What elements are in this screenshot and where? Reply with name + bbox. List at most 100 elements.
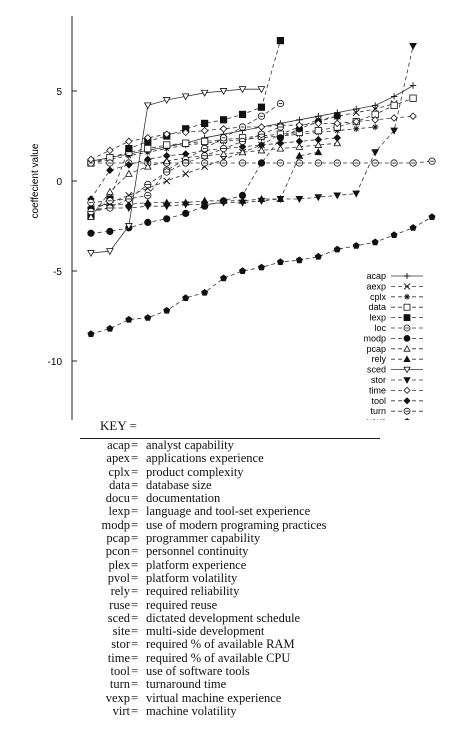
legend-marker	[403, 334, 411, 342]
key-definition: turnaround time	[146, 677, 227, 692]
data-point-sced	[143, 102, 152, 110]
data-point-vexp	[295, 256, 303, 264]
data-point-tool	[314, 135, 323, 144]
series-line-lexp	[90, 40, 281, 216]
data-point-modp	[257, 159, 266, 167]
legend-label: time	[369, 385, 386, 395]
key-abbr: stor	[111, 637, 130, 652]
key-abbr: pvol	[107, 570, 130, 585]
series-line-tool	[90, 137, 338, 200]
data-point-time	[219, 125, 228, 133]
series-line-modp	[90, 115, 338, 234]
data-point-tool	[106, 166, 114, 174]
key-entry-rely: rely = required reliability	[0, 584, 473, 599]
data-point-stor	[352, 190, 361, 198]
data-point-turn	[276, 100, 285, 108]
legend-entry-loc: loc	[374, 323, 423, 333]
data-point-pcap	[124, 169, 133, 177]
data-point-stor	[181, 201, 190, 209]
key-equals: =	[131, 610, 139, 625]
data-point-pcap	[143, 162, 152, 170]
data-point-aexp	[163, 177, 171, 185]
data-point-loc	[390, 159, 398, 167]
legend-label: rely	[371, 354, 386, 364]
key-title: KEY =	[100, 418, 137, 433]
data-point-loc	[201, 159, 209, 167]
series-tool	[87, 134, 342, 203]
data-point-vexp	[87, 330, 95, 337]
key-abbr: pcap	[106, 531, 130, 546]
key-entry-stor: stor = required % of available RAM	[0, 637, 473, 652]
key-abbr: ruse	[109, 597, 130, 612]
key-entry-sced: sced = dictated development schedule	[0, 610, 473, 625]
key-entry-pcon: pcon = personnel continuity	[0, 544, 473, 559]
legend-entry-turn: turn	[370, 406, 423, 416]
data-point-loc	[276, 159, 285, 167]
data-point-pcap	[238, 148, 247, 156]
key-entry-pcap: pcap = programmer capability	[0, 531, 473, 546]
key-equals: =	[131, 597, 139, 612]
data-point-modp	[106, 227, 114, 235]
data-point-vexp	[333, 245, 341, 253]
data-point-loc	[371, 159, 379, 167]
series-vexp	[87, 213, 436, 337]
series-line-turn	[90, 103, 281, 203]
legend-marker	[403, 366, 411, 374]
data-point-data	[390, 101, 398, 109]
legend-entry-sced: sced	[367, 365, 423, 375]
data-point-modp	[163, 215, 171, 223]
data-point-virt	[257, 130, 266, 138]
data-point-loc	[409, 159, 417, 167]
data-point-sced	[238, 86, 247, 94]
key-abbr: tool	[110, 664, 130, 679]
data-point-sced	[257, 86, 266, 94]
legend-label: lexp	[369, 313, 386, 323]
key-abbr: pcon	[105, 544, 130, 559]
data-point-stor	[257, 197, 266, 205]
key-definition: product complexity	[146, 464, 244, 479]
key-abbr: acap	[107, 438, 130, 452]
legend-marker	[403, 386, 411, 394]
data-point-pcap	[276, 144, 285, 152]
key-divider	[80, 438, 380, 439]
data-point-data	[182, 139, 190, 147]
data-point-time	[409, 112, 417, 120]
legend-marker	[403, 283, 411, 290]
legend-label: pcap	[366, 344, 386, 354]
key-abbr: plex	[108, 557, 130, 572]
data-point-vexp	[409, 224, 417, 231]
data-point-sced	[124, 223, 133, 231]
legend-marker	[403, 397, 411, 405]
key-abbr: vexp	[105, 690, 130, 705]
key-definition: platform volatility	[146, 570, 238, 585]
data-point-stor	[162, 203, 171, 211]
data-point-stor	[219, 199, 228, 207]
data-point-tool	[295, 137, 304, 146]
data-point-vexp	[390, 231, 398, 238]
data-point-sced	[200, 89, 209, 97]
data-point-modp	[182, 209, 190, 217]
data-point-turn	[144, 191, 152, 199]
key-equals: =	[131, 584, 139, 599]
legend-label: turn	[370, 406, 386, 416]
key-equals: =	[131, 557, 139, 572]
data-point-rely	[314, 148, 323, 156]
series-virt	[87, 123, 285, 216]
data-point-turn	[238, 123, 247, 131]
y-tick-label: -5	[53, 267, 62, 278]
key-abbr: site	[112, 624, 130, 639]
key-definition: required reliability	[146, 584, 240, 599]
legend-marker	[404, 273, 410, 279]
data-point-vexp	[163, 306, 171, 314]
y-tick-label: 5	[56, 87, 62, 98]
data-point-modp	[333, 112, 341, 120]
data-point-data	[201, 137, 209, 145]
data-point-virt	[201, 152, 209, 160]
data-point-lexp	[219, 116, 228, 124]
data-point-vexp	[239, 267, 247, 274]
data-point-vexp	[314, 252, 322, 260]
data-point-stor	[333, 192, 342, 200]
y-tick-label: 0	[56, 177, 62, 188]
legend-marker	[403, 314, 411, 322]
key-abbr: turn	[109, 677, 130, 692]
